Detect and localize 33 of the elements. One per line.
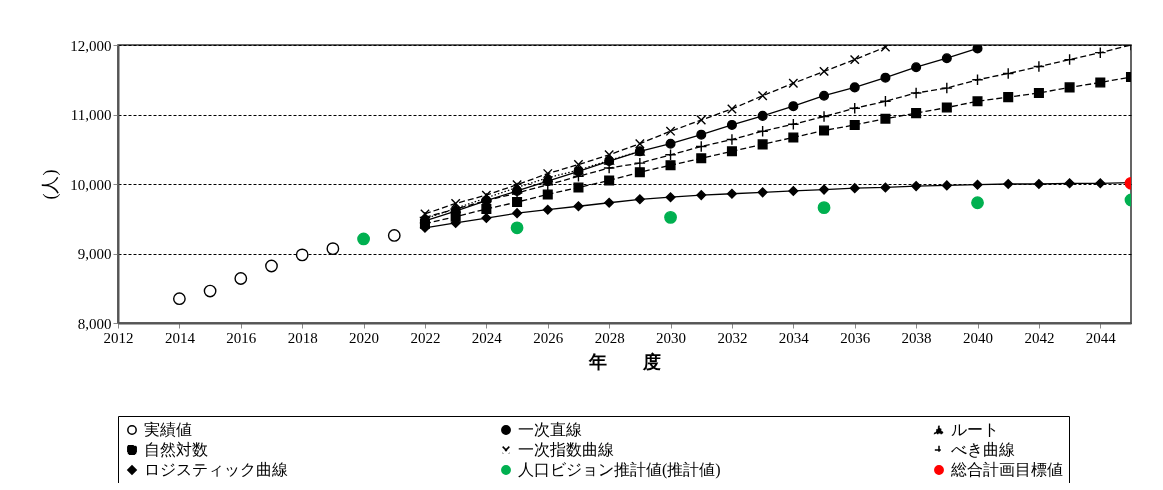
legend-label: 一次直線 xyxy=(518,421,582,438)
x-tick-label: 2020 xyxy=(349,329,380,346)
x-tick-label: 2012 xyxy=(103,329,134,346)
legend-label: 総合計画目標値 xyxy=(950,461,1063,478)
legend-label: べき曲線 xyxy=(951,441,1015,458)
x-tick-label: 2042 xyxy=(1024,329,1055,346)
x-tick-label: 2036 xyxy=(840,329,871,346)
legend-label: ルート xyxy=(951,421,999,438)
y-tick-label: 10,000 xyxy=(70,176,112,193)
legend-label: ロジスティック曲線 xyxy=(144,461,288,478)
legend-label: 一次指数曲線 xyxy=(518,441,614,458)
x-tick-label: 2038 xyxy=(901,329,932,346)
y-axis-title: (人) xyxy=(40,169,62,200)
x-tick-label: 2016 xyxy=(226,329,257,346)
y-tick-label: 12,000 xyxy=(70,37,112,54)
x-tick-label: 2024 xyxy=(471,329,503,346)
x-tick-label: 2034 xyxy=(778,329,810,346)
x-tick-label: 2032 xyxy=(717,329,748,346)
x-tick-label: 2030 xyxy=(656,329,687,346)
x-tick-label: 2018 xyxy=(287,329,318,346)
legend-label: 実績値 xyxy=(144,421,192,438)
x-tick-label: 2014 xyxy=(164,329,196,346)
x-axis-title: 年 度 xyxy=(588,351,661,372)
x-tick-label: 2040 xyxy=(963,329,994,346)
x-tick-label: 2022 xyxy=(410,329,441,346)
legend-label: 人口ビジョン推計値(推計値) xyxy=(518,461,721,479)
legend-label: 自然対数 xyxy=(144,441,208,458)
x-tick-label: 2044 xyxy=(1085,329,1117,346)
y-tick-label: 9,000 xyxy=(77,246,112,262)
x-tick-label: 2028 xyxy=(594,329,625,346)
y-tick-label: 8,000 xyxy=(77,315,112,332)
y-tick-label: 11,000 xyxy=(70,107,112,123)
x-tick-label: 2026 xyxy=(533,329,564,346)
